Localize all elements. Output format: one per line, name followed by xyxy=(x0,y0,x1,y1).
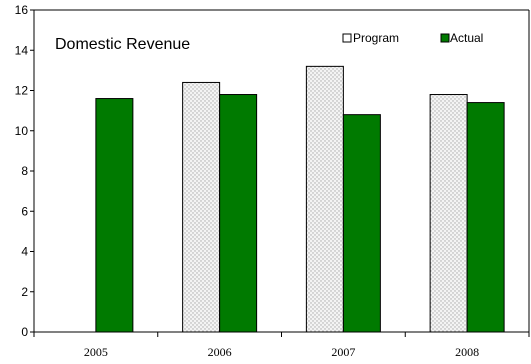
y-tick-label: 8 xyxy=(21,164,28,178)
y-tick-label: 6 xyxy=(21,204,28,218)
y-tick-label: 2 xyxy=(21,285,28,299)
legend-swatch-program xyxy=(342,33,352,43)
legend-swatch-actual xyxy=(440,33,450,43)
bar-actual-2005 xyxy=(95,98,134,333)
y-axis: 0 2 4 6 8 10 12 14 16 xyxy=(15,3,34,339)
y-tick-label: 16 xyxy=(15,3,29,17)
bar-program-2006 xyxy=(182,81,221,333)
legend-label-actual: Actual xyxy=(450,31,483,45)
y-tick-label: 10 xyxy=(15,124,29,138)
bar-program-2007 xyxy=(305,65,344,333)
y-tick-label: 12 xyxy=(15,84,29,98)
y-tick-label: 4 xyxy=(21,245,28,259)
legend-label-program: Program xyxy=(353,31,399,45)
chart-title: Domestic Revenue xyxy=(55,36,190,53)
y-tick-label: 0 xyxy=(21,325,28,339)
x-tick-label: 2008 xyxy=(455,345,479,359)
bar-program-2008 xyxy=(429,94,468,333)
bar-actual-2006 xyxy=(219,94,258,333)
x-tick-label: 2007 xyxy=(331,345,355,359)
bars xyxy=(95,65,505,333)
bar-actual-2008 xyxy=(466,102,505,333)
x-axis: 2005 2006 2007 2008 xyxy=(33,332,530,359)
legend: Program Actual xyxy=(342,31,483,45)
x-tick-label: 2005 xyxy=(84,345,108,359)
x-tick-label: 2006 xyxy=(208,345,232,359)
y-tick-label: 14 xyxy=(15,43,29,57)
bar-actual-2007 xyxy=(342,114,381,333)
